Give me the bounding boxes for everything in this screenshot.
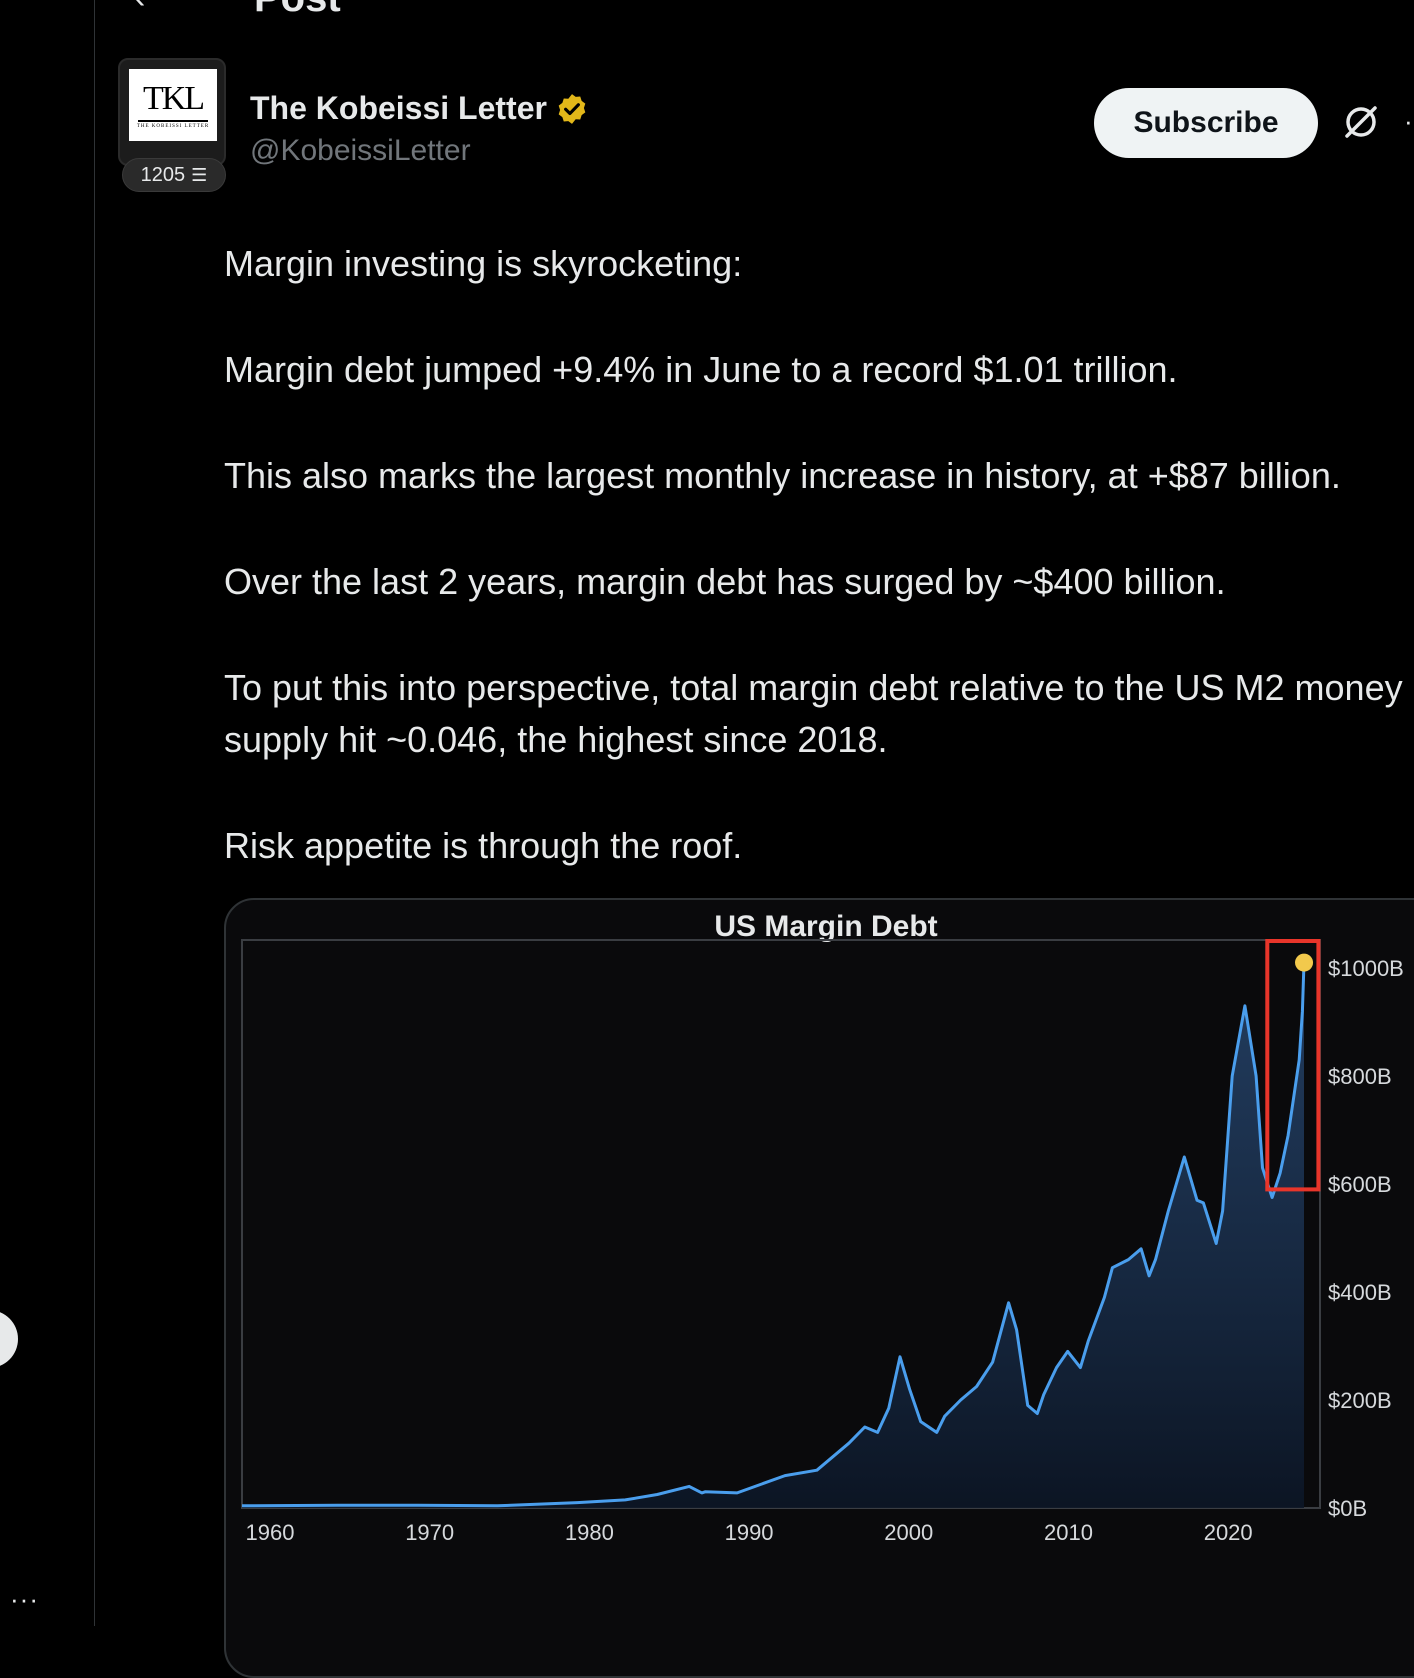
latest-value-marker <box>1295 953 1314 972</box>
tweet-paragraph: This also marks the largest monthly incr… <box>224 455 1341 496</box>
tweet-paragraph: Margin debt jumped +9.4% in June to a re… <box>224 349 1178 390</box>
y-tick-label: $1000B <box>1328 956 1404 981</box>
x-tick-label: 1960 <box>245 1520 294 1545</box>
back-arrow-icon[interactable]: ‹ <box>134 0 145 17</box>
series-line <box>241 962 1306 1508</box>
logo-letters: TKL <box>142 79 205 117</box>
y-tick-label: $0B <box>1328 1496 1367 1521</box>
tweet-paragraph: To put this into perspective, total marg… <box>224 667 1403 760</box>
x-tick-label: 2000 <box>884 1520 933 1545</box>
x-tick-label: 1990 <box>725 1520 774 1545</box>
author-avatar[interactable]: TKL THE KOBEISSI LETTER <box>118 58 226 166</box>
margin-debt-chart: US Margin Debt $0B $200B $400B $600B $800B $1… <box>241 910 1404 1545</box>
author-handle[interactable]: @KobeissiLetter <box>250 134 471 167</box>
list-icon: ☰ <box>191 164 208 185</box>
affiliate-count-badge[interactable]: 1205 ☰ <box>122 158 226 192</box>
x-tick-label: 2020 <box>1204 1520 1253 1545</box>
page-title: Post <box>254 0 341 20</box>
author-name[interactable]: The Kobeissi Letter <box>250 90 589 127</box>
author-name-text: The Kobeissi Letter <box>250 90 547 126</box>
tweet-paragraph: Over the last 2 years, margin debt has s… <box>224 561 1226 602</box>
logo-divider <box>138 119 208 122</box>
more-options-icon[interactable]: ··· <box>10 1584 39 1614</box>
author-logo: TKL THE KOBEISSI LETTER <box>129 69 217 141</box>
verified-badge-icon <box>558 93 586 124</box>
y-tick-label: $600B <box>1328 1172 1392 1197</box>
grok-icon[interactable] <box>1341 102 1381 142</box>
subscribe-button[interactable]: Subscribe <box>1094 88 1318 158</box>
more-options-icon[interactable]: ··· <box>1404 106 1414 136</box>
tweet-paragraph: Risk appetite is through the roof. <box>224 825 743 866</box>
x-tick-label: 1980 <box>565 1520 614 1545</box>
y-tick-label: $400B <box>1328 1280 1392 1305</box>
post: TKL THE KOBEISSI LETTER 1205 ☰ The Kobei… <box>94 0 1414 1678</box>
badge-count: 1205 <box>140 163 186 186</box>
chart-image[interactable]: US Margin Debt $0B $200B $400B $600B $800B $1… <box>224 898 1414 1678</box>
post-header: ‹ Post <box>94 0 1414 20</box>
chart-title: US Margin Debt <box>714 910 937 943</box>
tweet-text: Margin investing is skyrocketing: Margin… <box>224 238 1414 872</box>
y-tick-label: $800B <box>1328 1064 1392 1089</box>
left-nav-rail: ··· <box>0 0 95 1626</box>
series-area <box>242 962 1304 1508</box>
highlight-box <box>1265 939 1321 1192</box>
x-tick-label: 1970 <box>405 1520 454 1545</box>
y-tick-label: $200B <box>1328 1388 1392 1413</box>
account-avatar[interactable] <box>0 1310 18 1368</box>
logo-subtitle: THE KOBEISSI LETTER <box>136 123 210 129</box>
tweet-paragraph: Margin investing is skyrocketing: <box>224 243 743 284</box>
x-tick-label: 2010 <box>1044 1520 1093 1545</box>
